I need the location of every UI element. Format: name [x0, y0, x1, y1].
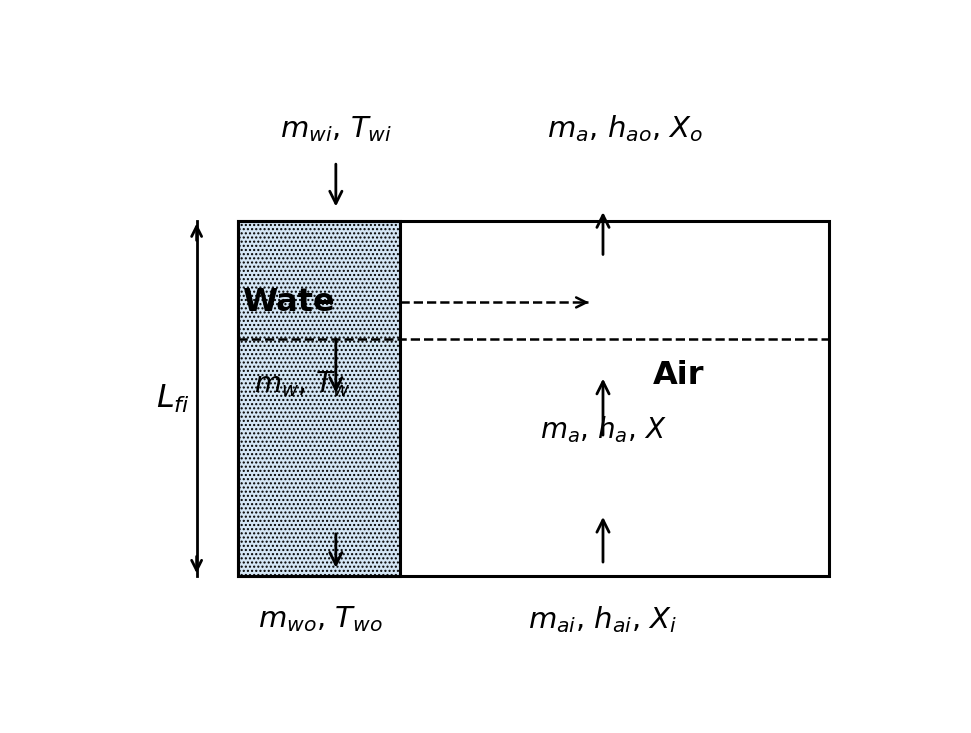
Text: Wate: Wate — [242, 287, 335, 318]
Text: $m_{ai}$, $h_{ai}$, $X_i$: $m_{ai}$, $h_{ai}$, $X_i$ — [528, 605, 678, 636]
Text: $m_{wi}$, $T_{wi}$: $m_{wi}$, $T_{wi}$ — [280, 114, 392, 144]
Bar — [238, 221, 829, 576]
Text: $m_a$, $h_{ao}$, $X_o$: $m_a$, $h_{ao}$, $X_o$ — [548, 114, 704, 144]
Text: $m_w$, $T_w$: $m_w$, $T_w$ — [253, 369, 351, 399]
Bar — [238, 221, 400, 576]
Text: Air: Air — [653, 361, 704, 391]
Text: $m_a$, $h_a$, $X$: $m_a$, $h_a$, $X$ — [540, 414, 666, 445]
Text: $L_{fi}$: $L_{fi}$ — [155, 382, 189, 415]
Bar — [238, 221, 829, 339]
Text: $m_{wo}$, $T_{wo}$: $m_{wo}$, $T_{wo}$ — [258, 605, 384, 634]
